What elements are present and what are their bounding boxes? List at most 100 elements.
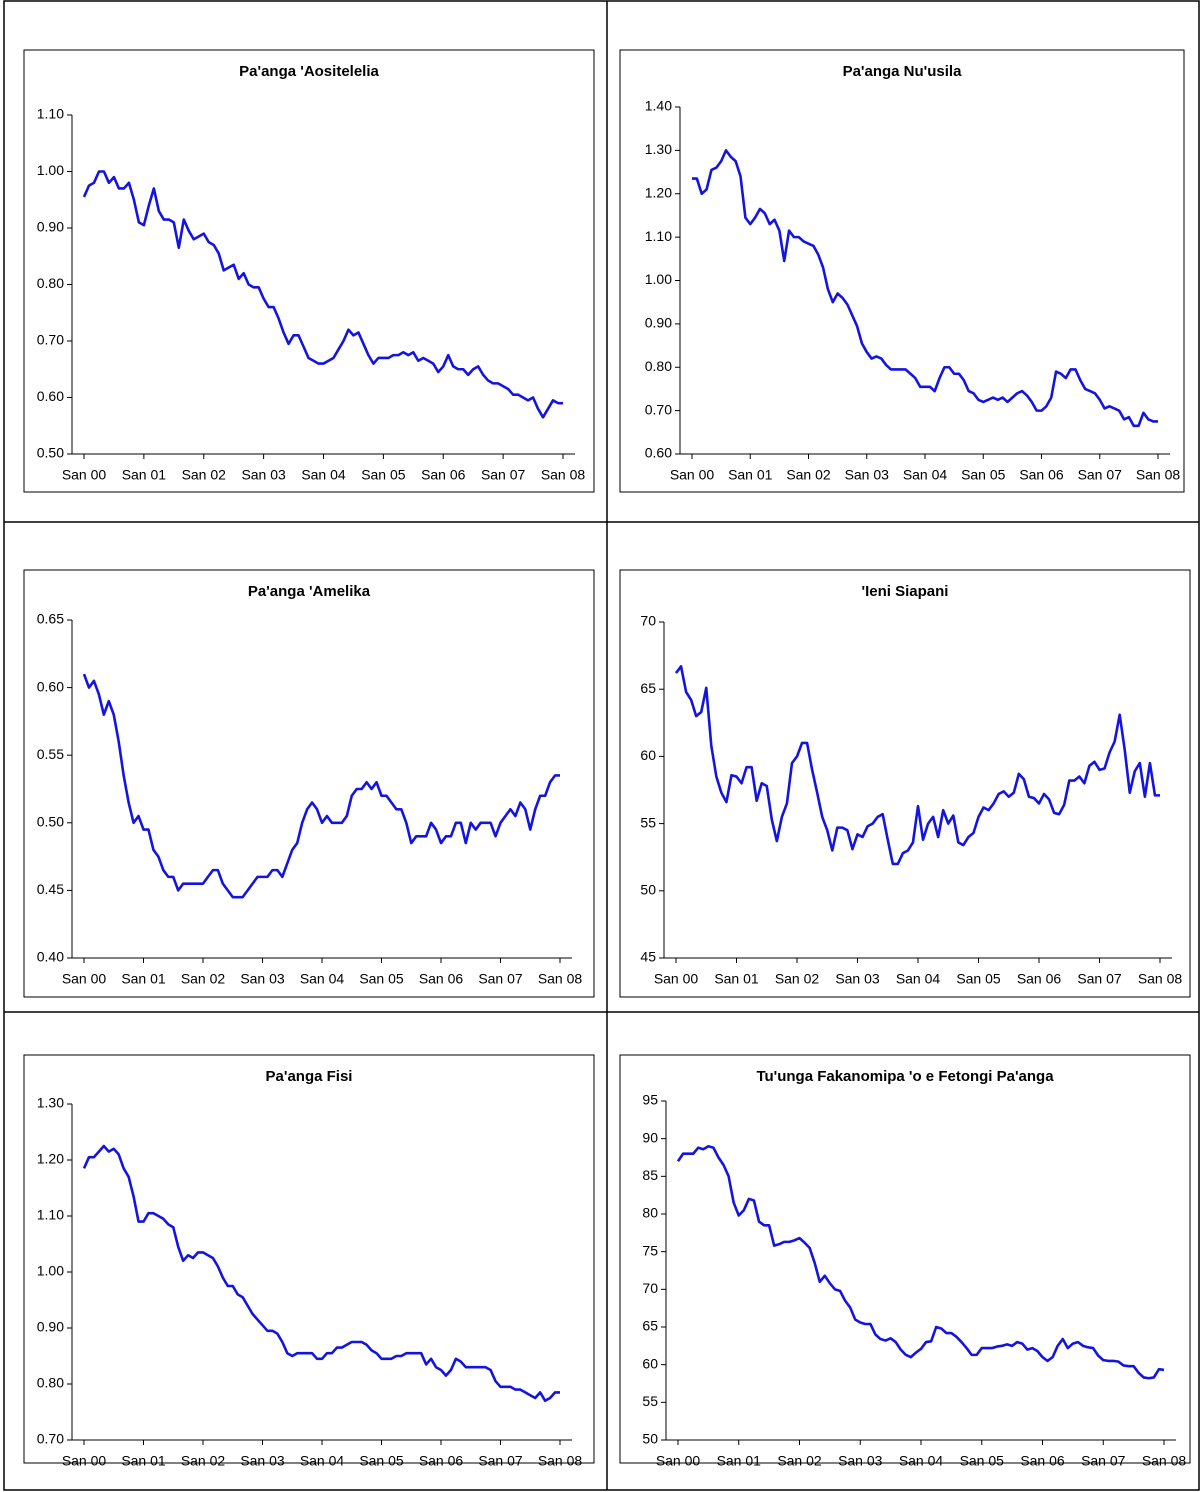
y-tick-label: 1.20 xyxy=(645,184,672,200)
y-tick-label: 60 xyxy=(642,1355,658,1371)
y-tick-label: 80 xyxy=(642,1205,658,1221)
x-tick-label: San 02 xyxy=(182,467,227,483)
x-tick-label: San 04 xyxy=(300,1453,345,1469)
x-tick-label: San 08 xyxy=(1138,971,1183,987)
data-line xyxy=(82,1144,560,1403)
x-tick-label: San 06 xyxy=(419,971,464,987)
y-tick-label: 70 xyxy=(642,1280,658,1296)
y-tick-label: 1.00 xyxy=(37,1263,64,1279)
x-tick-label: San 08 xyxy=(538,971,583,987)
x-tick-label: San 04 xyxy=(300,971,345,987)
data-line xyxy=(674,665,1160,866)
y-tick-label: 0.80 xyxy=(645,358,672,374)
x-tick-label: San 05 xyxy=(961,467,1006,483)
y-tick-label: 1.40 xyxy=(645,98,672,114)
x-tick-label: San 05 xyxy=(956,971,1001,987)
y-tick-label: 1.00 xyxy=(37,162,64,178)
data-line xyxy=(676,1144,1165,1380)
x-tick-label: San 03 xyxy=(845,467,890,483)
x-tick-label: San 03 xyxy=(240,971,285,987)
x-tick-label: San 02 xyxy=(786,467,831,483)
y-tick-label: 0.70 xyxy=(645,401,672,417)
chart-title: Pa'anga Nu'usila xyxy=(843,63,962,80)
chart-title: Pa'anga 'Amelika xyxy=(248,583,371,600)
x-tick-label: San 06 xyxy=(1019,467,1064,483)
y-tick-label: 55 xyxy=(640,814,656,830)
y-tick-label: 1.00 xyxy=(645,271,672,287)
chart-frame xyxy=(619,49,1185,493)
x-tick-label: San 06 xyxy=(1017,971,1062,987)
y-tick-label: 0.60 xyxy=(645,445,672,461)
y-tick-label: 70 xyxy=(640,613,656,629)
x-tick-label: San 04 xyxy=(301,467,346,483)
y-tick-label: 1.10 xyxy=(37,106,64,122)
y-tick-label: 1.10 xyxy=(37,1207,64,1223)
x-tick-label: San 01 xyxy=(121,1453,166,1469)
x-tick-label: San 08 xyxy=(541,467,586,483)
x-tick-label: San 08 xyxy=(538,1453,583,1469)
x-tick-label: San 02 xyxy=(775,971,820,987)
x-tick-label: San 03 xyxy=(838,1453,883,1469)
x-tick-label: San 06 xyxy=(419,1453,464,1469)
y-tick-label: 0.60 xyxy=(37,388,64,404)
y-tick-label: 65 xyxy=(640,680,656,696)
x-tick-label: San 07 xyxy=(1077,971,1122,987)
y-tick-label: 0.60 xyxy=(37,678,64,694)
x-tick-label: San 01 xyxy=(122,467,167,483)
chart-title: Pa'anga Fisi xyxy=(266,1068,353,1085)
x-tick-label: San 00 xyxy=(62,971,107,987)
y-tick-label: 0.90 xyxy=(37,1319,64,1335)
y-tick-label: 85 xyxy=(642,1167,658,1183)
chart-frame xyxy=(619,569,1191,998)
x-tick-label: San 07 xyxy=(478,1453,523,1469)
x-tick-label: San 01 xyxy=(728,467,773,483)
data-line xyxy=(82,170,563,419)
x-tick-label: San 05 xyxy=(359,971,404,987)
x-tick-label: San 04 xyxy=(896,971,941,987)
x-tick-label: San 06 xyxy=(1020,1453,1065,1469)
chart-title: Tu'unga Fakanomipa 'o e Fetongi Pa'anga xyxy=(756,1068,1054,1085)
chart-frame xyxy=(23,1054,595,1464)
y-tick-label: 1.10 xyxy=(645,228,672,244)
x-tick-label: San 07 xyxy=(1078,467,1123,483)
x-tick-label: San 02 xyxy=(777,1453,822,1469)
y-tick-label: 0.50 xyxy=(37,814,64,830)
y-tick-label: 45 xyxy=(640,949,656,965)
x-tick-label: San 00 xyxy=(670,467,715,483)
chart-title: Pa'anga 'Aositelelia xyxy=(239,63,379,80)
y-tick-label: 0.50 xyxy=(37,445,64,461)
x-tick-label: San 01 xyxy=(121,971,166,987)
y-tick-label: 50 xyxy=(642,1431,658,1447)
x-tick-label: San 07 xyxy=(481,467,526,483)
x-tick-label: San 03 xyxy=(241,467,286,483)
x-tick-label: San 03 xyxy=(835,971,880,987)
y-tick-label: 1.30 xyxy=(37,1095,64,1111)
y-tick-label: 90 xyxy=(642,1129,658,1145)
x-tick-label: San 06 xyxy=(421,467,466,483)
x-tick-label: San 05 xyxy=(960,1453,1005,1469)
x-tick-label: San 00 xyxy=(62,1453,107,1469)
chart-frame xyxy=(619,1054,1191,1464)
x-tick-label: San 01 xyxy=(714,971,759,987)
data-line xyxy=(82,673,560,899)
x-tick-label: San 07 xyxy=(478,971,523,987)
y-tick-label: 95 xyxy=(642,1092,658,1108)
y-tick-label: 0.55 xyxy=(37,746,64,762)
y-tick-label: 0.65 xyxy=(37,611,64,627)
x-tick-label: San 05 xyxy=(361,467,406,483)
chart-frame xyxy=(23,569,595,998)
y-tick-label: 50 xyxy=(640,882,656,898)
y-tick-label: 0.70 xyxy=(37,332,64,348)
y-tick-label: 0.90 xyxy=(37,219,64,235)
y-tick-label: 0.80 xyxy=(37,275,64,291)
y-tick-label: 60 xyxy=(640,747,656,763)
y-tick-label: 0.80 xyxy=(37,1375,64,1391)
data-line xyxy=(692,149,1158,428)
x-tick-label: San 04 xyxy=(903,467,948,483)
table-border xyxy=(3,0,1200,1491)
x-tick-label: San 08 xyxy=(1136,467,1181,483)
y-tick-label: 0.45 xyxy=(37,881,64,897)
y-tick-label: 55 xyxy=(642,1393,658,1409)
